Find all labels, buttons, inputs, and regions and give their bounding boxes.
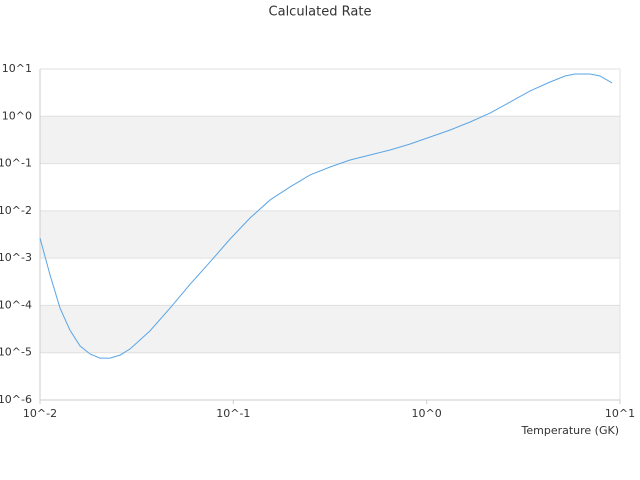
- data-line: [39, 73, 613, 359]
- y-tick-label: 10^1: [2, 62, 32, 75]
- y-tick-label: 10^-4: [0, 298, 32, 311]
- x-tick-label: 10^1: [605, 407, 635, 420]
- grid-band: [40, 116, 620, 164]
- grid-band: [40, 210, 620, 259]
- y-tick-label: 10^-6: [0, 393, 32, 406]
- chart-title: Calculated Rate: [269, 5, 372, 20]
- x-tick-label: 10^0: [412, 407, 442, 420]
- y-tick-label: 10^-2: [0, 204, 32, 217]
- y-tick-label: 10^-3: [0, 251, 32, 264]
- x-tick-label: 10^-1: [216, 407, 250, 420]
- y-tick-label: 10^-5: [0, 346, 32, 359]
- grid-band: [40, 305, 620, 353]
- x-tick-label: 10^-2: [23, 407, 57, 420]
- x-axis-label: Temperature (GK): [521, 424, 620, 437]
- y-tick-label: 10^0: [2, 109, 32, 122]
- y-tick-label: 10^-1: [0, 157, 32, 170]
